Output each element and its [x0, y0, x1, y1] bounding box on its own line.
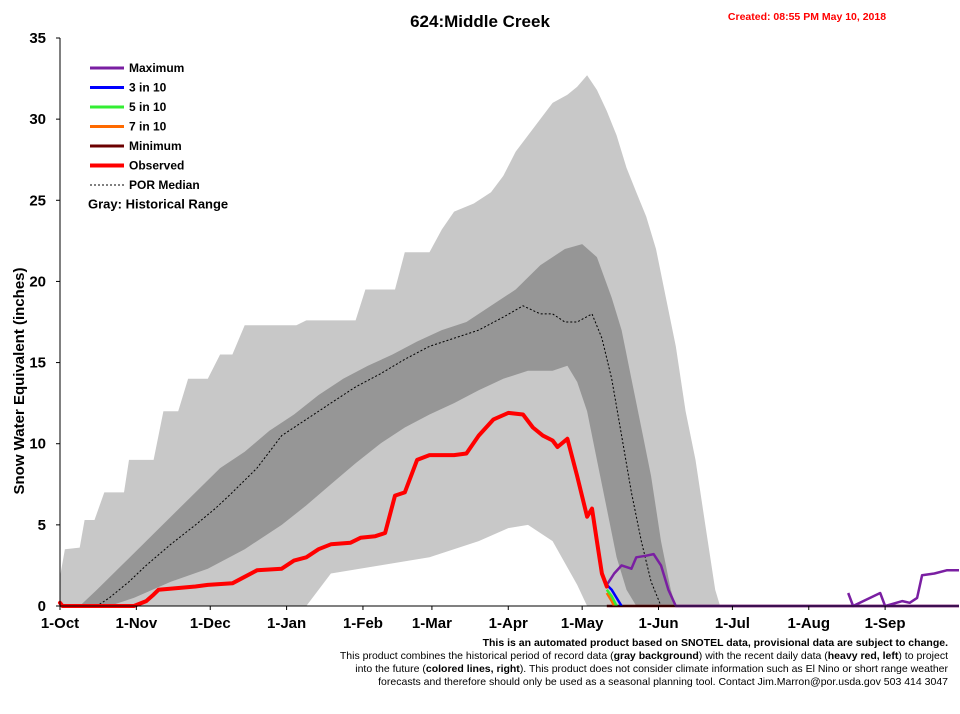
created-timestamp: Created: 08:55 PM May 10, 2018	[728, 11, 886, 23]
disclaimer-text-1: This is an automated product based on SN…	[482, 637, 948, 649]
legend-label-5-in-10: 5 in 10	[129, 100, 167, 114]
x-tick-label: 1-Jan	[267, 615, 306, 632]
disclaimer-text-3c: ). This product does not consider climat…	[519, 663, 948, 675]
legend-label-3-in-10: 3 in 10	[129, 81, 167, 95]
series-por-median	[60, 305, 662, 607]
x-tick-label: 1-Feb	[343, 615, 383, 632]
legend-label-7-in-10: 7 in 10	[129, 120, 167, 134]
y-tick-label: 10	[29, 436, 46, 453]
disclaimer-text-3a: into the future (	[355, 663, 426, 675]
disclaimer-line-4: forecasts and therefore should only be u…	[378, 676, 948, 689]
x-tick-label: 1-Jul	[715, 615, 750, 632]
y-tick-label: 20	[29, 273, 46, 290]
x-tick-label: 1-Jun	[639, 615, 679, 632]
legend-range-note: Gray: Historical Range	[88, 197, 228, 212]
axes: 0 5 10 15 20 25 30 35 1-Oct 1-Nov 1-Dec 1-Jan 1-Feb 1…	[29, 30, 959, 632]
legend-label-minimum: Minimum	[129, 139, 182, 153]
inner-range-band	[60, 244, 676, 606]
series-maximum	[605, 552, 959, 608]
series-maximum-late	[847, 569, 959, 608]
y-axis-title: Snow Water Equivalent (inches)	[11, 268, 28, 495]
disclaimer-line-1: This is an automated product based on SN…	[483, 637, 948, 650]
y-tick-label: 25	[29, 192, 46, 209]
disclaimer-text-2c: ) with the recent daily data (	[698, 650, 828, 662]
y-tick-label: 15	[29, 355, 46, 372]
disclaimer-text-2d: heavy red, left	[827, 650, 899, 662]
series-7-in-10	[605, 592, 616, 607]
x-tick-label: 1-Oct	[41, 615, 79, 632]
disclaimer-line-3: into the future (colored lines, right). …	[355, 663, 948, 676]
series-3-in-10	[605, 584, 623, 607]
plot-area	[58, 75, 959, 608]
y-tick-label: 5	[38, 517, 46, 534]
x-tick-label: 1-May	[561, 615, 604, 632]
legend-label-observed: Observed	[129, 159, 184, 173]
chart-title: 624:Middle Creek	[410, 12, 550, 31]
series-5-in-10	[605, 589, 618, 607]
legend: Maximum 3 in 10 5 in 10 7 in 10 Minimum Obser…	[88, 61, 228, 212]
x-tick-label: 1-Dec	[190, 615, 231, 632]
x-tick-label: 1-Nov	[116, 615, 158, 632]
legend-label-maximum: Maximum	[129, 61, 184, 75]
x-tick-label: 1-Sep	[865, 615, 906, 632]
disclaimer-text-4: forecasts and therefore should only be u…	[378, 676, 948, 688]
x-tick-label: 1-Mar	[412, 615, 452, 632]
disclaimer-text-2b: gray background	[613, 650, 699, 662]
y-tick-label: 30	[29, 111, 46, 128]
disclaimer-text-3b: colored lines, right	[425, 663, 520, 675]
y-tick-label: 35	[29, 30, 46, 47]
y-tick-label: 0	[38, 598, 46, 615]
disclaimer-text-2e: ) to project	[898, 650, 948, 662]
x-tick-label: 1-Apr	[489, 615, 528, 632]
legend-label-por-median: POR Median	[129, 178, 200, 192]
disclaimer-line-2: This product combines the historical per…	[340, 650, 948, 663]
disclaimer-text-2a: This product combines the historical per…	[339, 650, 614, 662]
x-tick-label: 1-Aug	[788, 615, 831, 632]
series-observed	[58, 410, 609, 608]
